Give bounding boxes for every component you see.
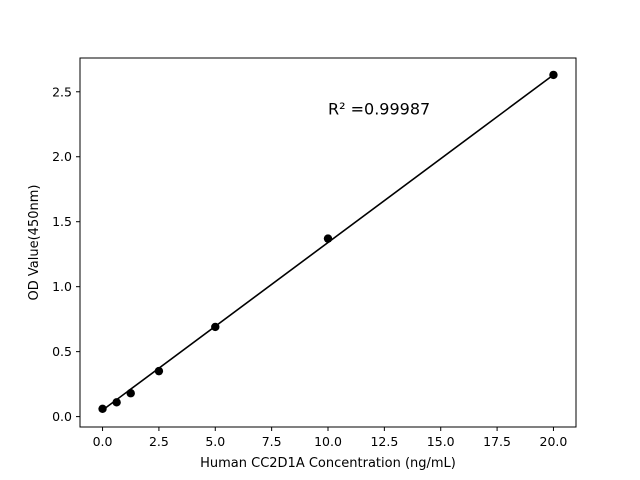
data-point [323,234,333,243]
y-axis-label: OD Value(450nm) [27,185,42,301]
y-tick-label: 0.0 [52,409,72,424]
x-tick-label: 12.5 [370,434,398,449]
data-point [98,404,107,414]
x-tick-label: 2.5 [149,434,169,449]
series-group [98,70,558,414]
data-point [211,322,220,332]
x-axis-label: Human CC2D1A Concentration (ng/mL) [200,456,456,471]
x-tick-label: 15.0 [427,434,455,449]
y-tick-label: 0.5 [52,344,72,359]
x-tick-label: 7.5 [262,434,282,449]
data-point [549,70,558,80]
y-tick-label: 1.5 [52,214,72,229]
data-point [112,398,121,407]
x-tick-label: 5.0 [205,434,225,449]
data-point [154,366,164,376]
x-axis-ticks: 0.0 2.5 5.0 7.5 10.0 12.5 15.0 17.5 20.0 [93,427,568,449]
y-tick-label: 2.5 [52,84,72,99]
x-tick-label: 17.5 [483,434,511,449]
x-tick-label: 20.0 [540,434,568,449]
data-point [126,389,135,398]
y-axis-ticks: 0.0 0.5 1.0 1.5 2.0 2.5 [52,84,80,424]
y-tick-label: 2.0 [52,149,72,164]
y-tick-label: 1.0 [52,279,72,294]
r-squared-annotation: R² =0.99987 [328,100,430,119]
x-tick-label: 0.0 [93,434,113,449]
x-tick-label: 10.0 [314,434,342,449]
